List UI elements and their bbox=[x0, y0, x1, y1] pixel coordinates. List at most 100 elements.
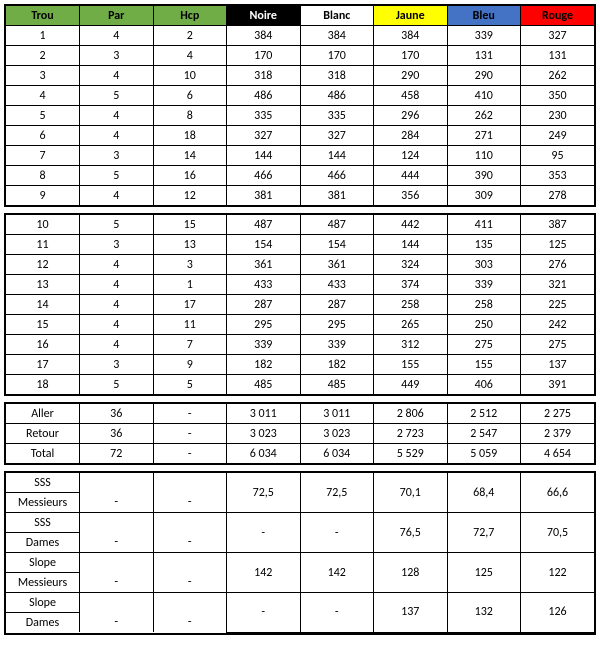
cell: 154 bbox=[300, 235, 374, 255]
cell: 225 bbox=[521, 295, 595, 315]
cell: - bbox=[153, 424, 227, 444]
cell: 466 bbox=[300, 166, 374, 186]
cell: 275 bbox=[521, 335, 595, 355]
rating-value: 66,6 bbox=[521, 473, 595, 513]
cell: - bbox=[153, 573, 227, 593]
col-noire: Noire bbox=[227, 6, 301, 26]
cell: 3 bbox=[80, 355, 154, 375]
cell: 7 bbox=[153, 335, 227, 355]
cell: 262 bbox=[521, 66, 595, 86]
table-row: Slope142142128125122 bbox=[6, 553, 594, 573]
cell: 2 547 bbox=[447, 424, 521, 444]
cell: 4 bbox=[80, 186, 154, 206]
cell: 449 bbox=[374, 375, 448, 395]
cell: 287 bbox=[227, 295, 301, 315]
col-rouge: Rouge bbox=[521, 6, 595, 26]
cell: 5 059 bbox=[447, 444, 521, 464]
cell: Total bbox=[6, 444, 80, 464]
cell: 318 bbox=[227, 66, 301, 86]
cell: 8 bbox=[153, 106, 227, 126]
col-trou: Trou bbox=[6, 6, 80, 26]
cell: 95 bbox=[521, 146, 595, 166]
cell: 339 bbox=[227, 335, 301, 355]
cell: 381 bbox=[300, 186, 374, 206]
cell: 13 bbox=[6, 275, 80, 295]
table-row: Retour36-3 0233 0232 7232 5472 379 bbox=[6, 424, 594, 444]
table-totals: Aller36-3 0113 0112 8062 5122 275Retour3… bbox=[6, 404, 594, 463]
cell: 384 bbox=[300, 26, 374, 46]
cell: 458 bbox=[374, 86, 448, 106]
cell bbox=[153, 553, 227, 573]
cell: 339 bbox=[447, 275, 521, 295]
cell: 250 bbox=[447, 315, 521, 335]
rating-value: 72,7 bbox=[447, 513, 521, 553]
cell: 295 bbox=[300, 315, 374, 335]
cell: 170 bbox=[300, 46, 374, 66]
cell: 4 bbox=[80, 66, 154, 86]
cell: 14 bbox=[6, 295, 80, 315]
cell: 361 bbox=[300, 255, 374, 275]
cell: 3 023 bbox=[300, 424, 374, 444]
cell: 14 bbox=[153, 146, 227, 166]
cell: 296 bbox=[374, 106, 448, 126]
cell: 391 bbox=[521, 375, 595, 395]
cell: - bbox=[80, 493, 154, 513]
cell bbox=[80, 473, 154, 493]
cell: 486 bbox=[227, 86, 301, 106]
rating-sublabel: Messieurs bbox=[6, 573, 80, 593]
cell: 1 bbox=[6, 26, 80, 46]
col-jaune: Jaune bbox=[374, 6, 448, 26]
cell: 3 bbox=[153, 255, 227, 275]
cell: 271 bbox=[447, 126, 521, 146]
cell: 3 011 bbox=[227, 404, 301, 424]
table-row: Aller36-3 0113 0112 8062 5122 275 bbox=[6, 404, 594, 424]
rating-label: Slope bbox=[6, 593, 80, 613]
cell: 487 bbox=[227, 215, 301, 235]
table-row: 142384384384339327 bbox=[6, 26, 594, 46]
scorecard-front9: TrouParHcpNoireBlancJauneBleuRouge 14238… bbox=[4, 4, 596, 207]
cell: 4 bbox=[153, 46, 227, 66]
cell: 155 bbox=[374, 355, 448, 375]
table-back9: 1051548748744241138711313154154144135125… bbox=[6, 215, 594, 394]
cell: - bbox=[153, 613, 227, 633]
cell bbox=[153, 513, 227, 533]
cell: 295 bbox=[227, 315, 301, 335]
cell: 290 bbox=[374, 66, 448, 86]
cell: 485 bbox=[300, 375, 374, 395]
cell: 327 bbox=[300, 126, 374, 146]
cell: 5 529 bbox=[374, 444, 448, 464]
cell: 12 bbox=[6, 255, 80, 275]
cell: - bbox=[153, 493, 227, 513]
table-row: 548335335296262230 bbox=[6, 106, 594, 126]
cell: 5 bbox=[80, 166, 154, 186]
cell: 411 bbox=[447, 215, 521, 235]
cell: 36 bbox=[80, 424, 154, 444]
cell: 4 bbox=[80, 106, 154, 126]
scorecard-totals: Aller36-3 0113 0112 8062 5122 275Retour3… bbox=[4, 402, 596, 465]
cell: 13 bbox=[153, 235, 227, 255]
cell: 2 bbox=[153, 26, 227, 46]
table-row: 6418327327284271249 bbox=[6, 126, 594, 146]
scorecard-back9: 1051548748744241138711313154154144135125… bbox=[4, 213, 596, 396]
rating-label: SSS bbox=[6, 473, 80, 493]
cell: - bbox=[80, 573, 154, 593]
cell: 4 bbox=[80, 335, 154, 355]
cell: 4 bbox=[80, 295, 154, 315]
cell: 249 bbox=[521, 126, 595, 146]
table-row: Slope--137132126 bbox=[6, 593, 594, 613]
rating-value: - bbox=[227, 513, 301, 553]
col-bleu: Bleu bbox=[447, 6, 521, 26]
cell: 15 bbox=[153, 215, 227, 235]
cell: 131 bbox=[521, 46, 595, 66]
cell: 12 bbox=[153, 186, 227, 206]
cell: 10 bbox=[6, 215, 80, 235]
table-ratings: SSS72,572,570,168,466,6Messieurs--SSS--7… bbox=[6, 473, 594, 633]
cell: 3 bbox=[80, 46, 154, 66]
rating-sublabel: Messieurs bbox=[6, 493, 80, 513]
rating-label: SSS bbox=[6, 513, 80, 533]
table-row: 10515487487442411387 bbox=[6, 215, 594, 235]
cell: 6 034 bbox=[300, 444, 374, 464]
cell: 287 bbox=[300, 295, 374, 315]
rating-value: 126 bbox=[521, 593, 595, 633]
cell: 155 bbox=[447, 355, 521, 375]
